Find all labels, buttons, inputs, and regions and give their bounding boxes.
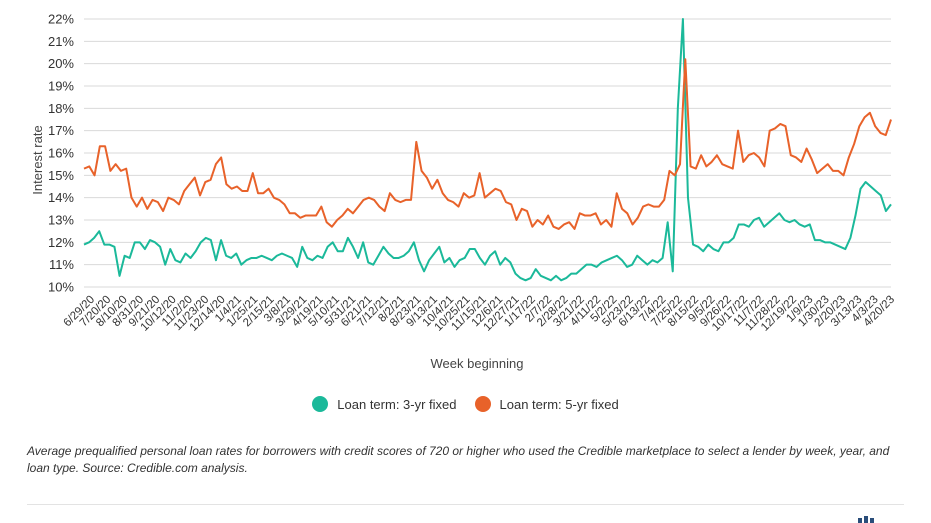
series-line-3yr (83, 18, 892, 282)
x-axis-label: Week beginning (431, 356, 524, 371)
legend-item-5yr[interactable]: Loan term: 5-yr fixed (474, 396, 619, 412)
y-tick-label: 18% (48, 101, 74, 116)
y-tick-label: 19% (48, 79, 74, 94)
y-tick-label: 20% (48, 56, 74, 71)
legend-item-3yr[interactable]: Loan term: 3-yr fixed (312, 396, 457, 412)
y-axis-label: Interest rate (30, 125, 45, 194)
y-tick-label: 17% (48, 123, 74, 138)
y-tick-label: 15% (48, 168, 74, 183)
chart-caption: Average prequalified personal loan rates… (27, 444, 890, 475)
series-line-5yr (83, 58, 892, 230)
divider (27, 504, 904, 505)
y-tick-label: 10% (48, 280, 74, 295)
y-tick-label: 22% (48, 12, 74, 27)
y-tick-label: 13% (48, 213, 74, 228)
legend-label-5yr: Loan term: 5-yr fixed (499, 396, 619, 412)
y-tick-label: 12% (48, 235, 74, 250)
y-tick-label: 14% (48, 190, 74, 205)
legend-label-3yr: Loan term: 3-yr fixed (337, 396, 457, 412)
legend-swatch-3yr (312, 396, 329, 412)
y-axis-ticks: 10% 11% 12% 13% 14% 15% 16% 17% 18% 19% 20% 21% 22% (48, 12, 74, 295)
legend: Loan term: 3-yr fixed Loan term: 5-yr fi… (0, 396, 931, 412)
x-axis-ticks: 6/29/207/20/208/10/208/31/209/21/2010/12… (62, 294, 898, 334)
brand-logo-icon (858, 516, 874, 523)
series-lines (83, 18, 892, 282)
y-tick-label: 21% (48, 34, 74, 49)
legend-swatch-5yr (474, 396, 491, 412)
y-tick-label: 16% (48, 146, 74, 161)
y-tick-label: 11% (49, 257, 74, 272)
line-chart: 10%11%12%13%14%15%16%17%18%19%20%21%22% … (30, 12, 898, 372)
gridlines (84, 18, 891, 288)
